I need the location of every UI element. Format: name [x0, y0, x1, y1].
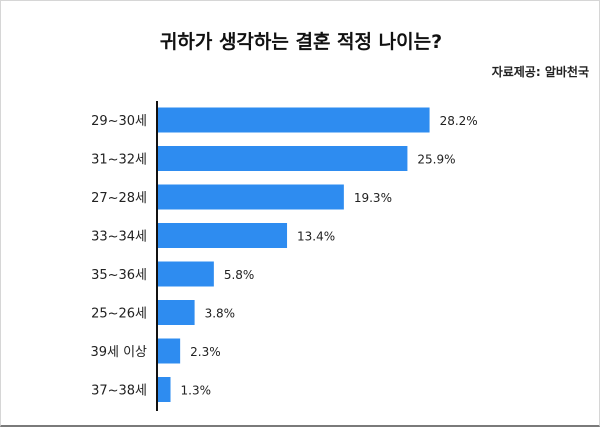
- data-label: 13.4%: [297, 230, 335, 244]
- category-label: 27~28세: [91, 191, 147, 206]
- bar: [158, 184, 344, 210]
- bar: [158, 261, 214, 287]
- data-label: 28.2%: [440, 114, 478, 128]
- category-label: 33~34세: [91, 230, 147, 245]
- category-label: 37~38세: [91, 384, 147, 399]
- data-label: 25.9%: [417, 153, 455, 167]
- category-label: 31~32세: [91, 153, 147, 168]
- data-label: 2.3%: [190, 345, 221, 359]
- data-label: 19.3%: [354, 191, 392, 205]
- data-label: 3.8%: [205, 307, 236, 321]
- chart-title: 귀하가 생각하는 결혼 적정 나이는?: [159, 31, 443, 53]
- category-label: 39세 이상: [90, 345, 147, 360]
- bar: [158, 338, 181, 364]
- data-label: 5.8%: [224, 268, 255, 282]
- bar: [158, 300, 195, 325]
- category-label: 35~36세: [91, 268, 147, 283]
- bar: [158, 107, 430, 133]
- category-label: 25~26세: [91, 307, 147, 322]
- data-label: 1.3%: [181, 384, 212, 398]
- category-label: 29~30세: [91, 114, 147, 129]
- source-credit: 자료제공: 알바천국: [491, 65, 589, 79]
- bar: [158, 146, 408, 171]
- bar: [158, 377, 171, 402]
- bar: [158, 223, 288, 248]
